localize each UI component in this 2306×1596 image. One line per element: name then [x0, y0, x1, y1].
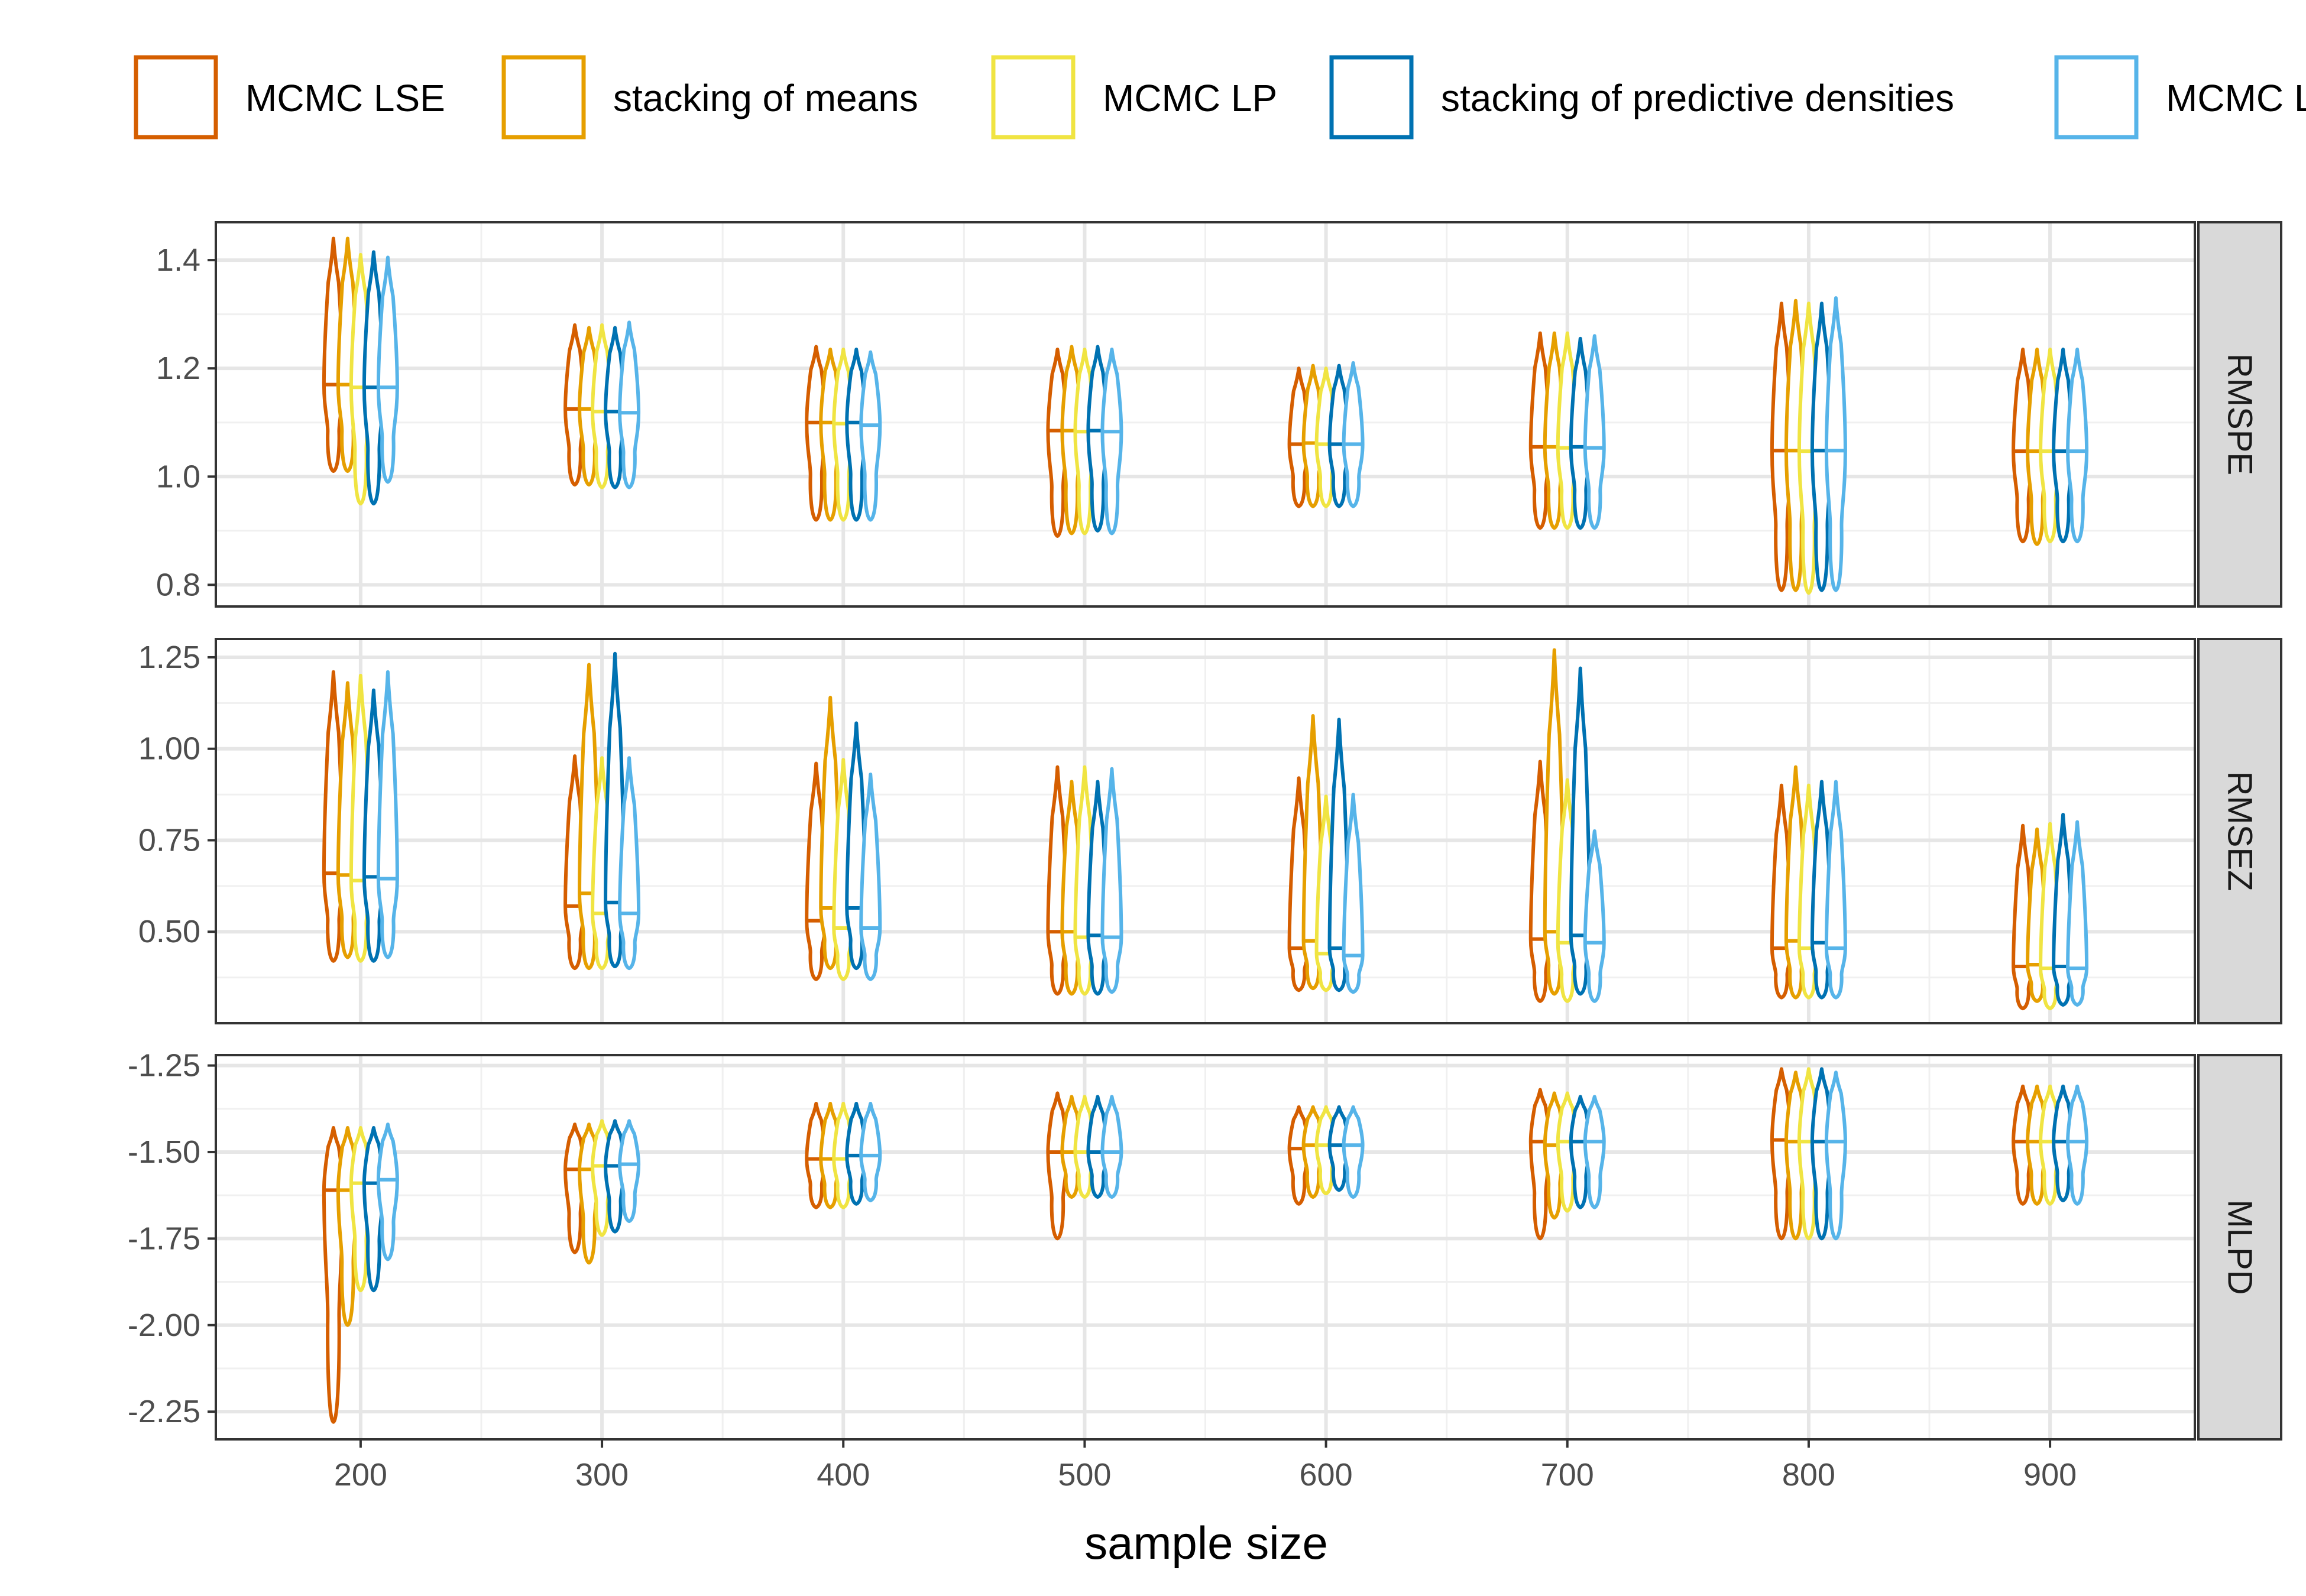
- violin: [2066, 1084, 2089, 1206]
- y-tick-label: 1.00: [138, 731, 200, 767]
- x-tick-label: 700: [1541, 1457, 1594, 1493]
- legend-label: stacking of predictive densities: [1441, 77, 1954, 119]
- x-tick-label: 900: [2023, 1457, 2077, 1493]
- facet-strip: [2197, 1054, 2282, 1441]
- violin: [1342, 361, 1365, 508]
- x-axis: 200 300 400 500 600 700 800 900: [334, 1439, 2077, 1493]
- violin: [1342, 1105, 1365, 1199]
- x-tick-label: 600: [1300, 1457, 1353, 1493]
- facet-strip: [2197, 638, 2282, 1024]
- panel-rmsez: RMSEZ 0.50 0.75 1.00 1.25: [138, 638, 2282, 1024]
- panels: RMSPE 0.8 1.0 1.2 1.4 RMSEZ 0.50 0.75 1.00 1.25 ML…: [128, 221, 2282, 1441]
- panel-border: [215, 221, 2196, 608]
- panel-mlpd: MLPD -2.25 -2.00 -1.75 -1.50 -1.25: [128, 1048, 2282, 1441]
- y-tick-label: -1.50: [128, 1134, 200, 1170]
- violin: [376, 1123, 399, 1261]
- violin: [2066, 348, 2089, 544]
- y-tick-label: 1.2: [156, 351, 200, 386]
- y-tick-label: -2.25: [128, 1394, 200, 1429]
- facet-label: MLPD: [2221, 1199, 2259, 1295]
- violin: [1100, 348, 1123, 536]
- legend-item: MCMC LP: [2054, 55, 2306, 140]
- y-tick-label: 0.75: [138, 822, 200, 858]
- violin: [1824, 1071, 1847, 1241]
- legend-item: MCMC LSE: [134, 55, 445, 140]
- legend-item: stacking of means: [501, 55, 918, 140]
- legend-label: stacking of means: [613, 77, 918, 119]
- legend-key: [991, 55, 1076, 140]
- violin: [618, 756, 641, 971]
- violin: [618, 1119, 641, 1224]
- violin: [1342, 793, 1365, 994]
- violin: [376, 670, 399, 959]
- violin: [618, 320, 641, 489]
- violin: [1583, 334, 1606, 530]
- legend-item: stacking of predictive densities: [1329, 55, 1954, 140]
- legend-key: [501, 55, 586, 140]
- legend: MCMC LSE stacking of means MCMC LP stacking…: [134, 55, 2306, 140]
- x-axis-title: sample size: [1084, 1517, 1328, 1569]
- legend-item: MCMC LP: [991, 55, 1277, 140]
- y-tick-label: 0.50: [138, 914, 200, 949]
- violin: [1824, 296, 1847, 592]
- x-tick-label: 500: [1058, 1457, 1111, 1493]
- violin: [1100, 1095, 1123, 1199]
- legend-key: [2054, 55, 2139, 140]
- violin: [2066, 820, 2089, 1007]
- legend-label: MCMC LP: [1103, 77, 1277, 119]
- violin: [1583, 829, 1606, 1003]
- x-tick-label: 300: [575, 1457, 629, 1493]
- violin: [1583, 1095, 1606, 1209]
- violin: [376, 255, 399, 484]
- legend-key: [134, 55, 218, 140]
- x-tick-label: 800: [1782, 1457, 1835, 1493]
- y-tick-label: 1.4: [156, 242, 200, 278]
- y-tick-label: 0.8: [156, 567, 200, 602]
- y-tick-label: 1.25: [138, 640, 200, 675]
- y-tick-label: -1.75: [128, 1221, 200, 1256]
- facet-label: RMSEZ: [2221, 771, 2259, 891]
- violin: [859, 1101, 882, 1202]
- panel-rmspe: RMSPE 0.8 1.0 1.2 1.4: [156, 221, 2282, 608]
- x-tick-label: 400: [817, 1457, 870, 1493]
- legend-key: [1329, 55, 1414, 140]
- x-tick-label: 200: [334, 1457, 387, 1493]
- legend-label: MCMC LSE: [245, 77, 445, 119]
- violin: [1824, 780, 1847, 1000]
- violin: [859, 350, 882, 522]
- facet-label: RMSPE: [2221, 353, 2259, 475]
- y-tick-label: -2.00: [128, 1308, 200, 1343]
- panel-border: [215, 1054, 2196, 1441]
- y-tick-label: -1.25: [128, 1048, 200, 1084]
- y-tick-label: 1.0: [156, 459, 200, 494]
- facet-strip: [2197, 221, 2282, 608]
- legend-label: MCMC LP: [2166, 77, 2306, 119]
- panel-border: [215, 638, 2196, 1024]
